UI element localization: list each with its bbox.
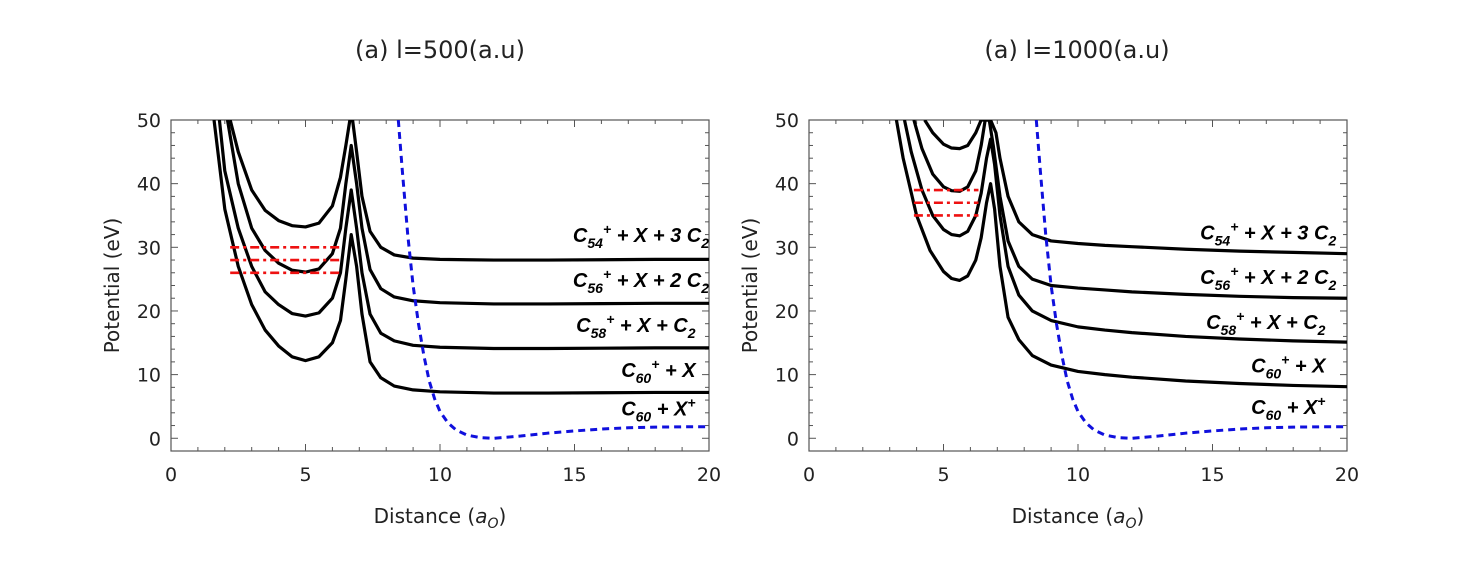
series-line [1034,120,1347,440]
curve-label: C60+ + X [621,356,697,386]
series-line [212,120,709,395]
y-tick-label: 40 [775,174,799,196]
x-tick-label: 20 [697,464,721,486]
y-tick-label: 30 [775,237,799,259]
series-line [894,120,1347,389]
x-tick-label: 5 [937,464,949,486]
curve-label: C56+ + X + 2 C2 [573,266,709,296]
series-line [225,120,709,306]
y-axis-label: Potential (eV) [738,218,762,354]
y-tick-label: 20 [775,301,799,323]
series-line [228,120,709,262]
y-tick-label: 50 [775,110,799,132]
curve-label: C54+ + X + 3 C2 [1200,219,1336,249]
y-tick-label: 40 [137,174,161,196]
y-tick-label: 0 [787,428,799,450]
y-tick-label: 50 [137,110,161,132]
y-tick-label: 0 [149,428,161,450]
chart-title: (a) l=500(a.u) [355,36,525,64]
series-line [396,120,709,440]
x-tick-label: 10 [1066,464,1090,486]
curve-label: C60 + X+ [621,394,695,424]
series-line [923,120,1347,256]
y-tick-label: 10 [775,365,799,387]
x-tick-label: 0 [803,464,815,486]
x-axis-label: Distance (aO) [374,504,507,532]
y-tick-label: 10 [137,365,161,387]
curve-label: C56+ + X + 2 C2 [1200,263,1336,293]
chart-title: (a) l=1000(a.u) [984,36,1169,64]
series-line [912,120,1347,300]
y-tick-label: 30 [137,237,161,259]
panel-left: (a) l=500(a.u) 0 5 10 15 20 0 10 20 30 40 50 Distanc… [100,36,721,532]
x-axis-label: Distance (aO) [1012,504,1145,532]
x-tick-label: 15 [1200,464,1224,486]
x-tick-label: 20 [1335,464,1359,486]
y-tick-label: 20 [137,301,161,323]
x-tick-label: 15 [562,464,586,486]
curve-label: C54+ + X + 3 C2 [573,221,709,251]
y-axis-label: Potential (eV) [100,218,124,354]
panel-right: (a) l=1000(a.u) 0 5 10 15 20 0 10 20 30 40 50 Distan… [738,36,1359,532]
x-tick-label: 10 [428,464,452,486]
x-tick-label: 0 [165,464,177,486]
curve-label: C58+ + X + C2 [576,311,696,341]
x-tick-label: 5 [299,464,311,486]
curve-label: C60 + X+ [1251,393,1325,423]
curve-label: C58+ + X + C2 [1206,308,1326,338]
curve-label: C60+ + X [1251,352,1327,382]
series-line [217,120,709,351]
